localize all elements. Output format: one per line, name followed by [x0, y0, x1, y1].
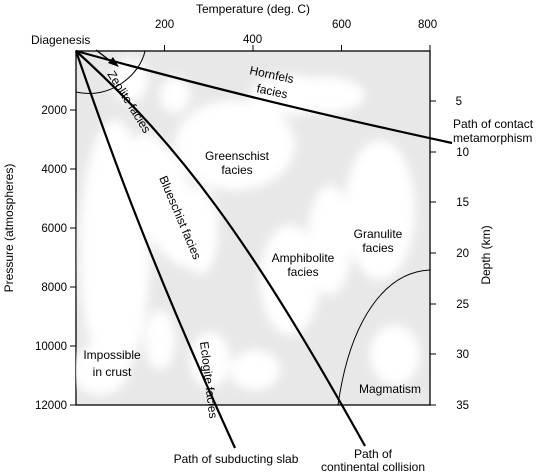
contact-metamorphism-path: [75, 49, 453, 145]
granulite-label-line2: facies: [362, 241, 393, 255]
right-tick-5: 5: [456, 96, 462, 108]
continental-path-label-line2: continental collision: [321, 460, 425, 474]
right-tick-25: 25: [456, 299, 469, 311]
right-tick-30: 30: [456, 349, 469, 361]
top-tick-400: 400: [243, 34, 262, 46]
facies-field-blobs: [76, 58, 420, 395]
contact-path-label-line1: Path of contact: [453, 117, 534, 131]
right-tick-35: 35: [456, 400, 469, 412]
diagenesis-arrowhead: [108, 57, 119, 67]
greenschist-label-line2: facies: [221, 163, 252, 177]
amphibolite-label-line2: facies: [287, 265, 318, 279]
impossible-label-line2: in crust: [93, 365, 132, 379]
top-axis: [164, 45, 431, 51]
left-tick-4000: 4000: [41, 164, 67, 176]
amphibolite-label-line1: Amphibolite: [272, 251, 335, 265]
diagenesis-arc: [75, 50, 146, 94]
top-tick-800: 800: [418, 19, 437, 31]
left-axis: [70, 109, 76, 406]
impossible-label-line1: Impossible: [83, 348, 141, 362]
right-axis: [430, 100, 436, 406]
left-tick-8000: 8000: [41, 282, 67, 294]
right-tick-15: 15: [456, 197, 469, 209]
granulite-label-line1: Granulite: [354, 227, 403, 241]
subducting-path-label: Path of subducting slab: [174, 452, 299, 466]
left-tick-2000: 2000: [41, 105, 67, 117]
greenschist-label-line1: Greenschist: [205, 149, 270, 163]
right-axis-label: Depth (km): [479, 225, 493, 284]
magmatism-boundary: [337, 269, 431, 406]
continental-collision-path: [75, 50, 366, 447]
contact-path-label-line2: metamorphism: [453, 131, 532, 145]
left-tick-12000: 12000: [35, 400, 67, 412]
magmatism-label: Magmatism: [359, 382, 421, 396]
diagenesis-label: Diagenesis: [31, 33, 90, 47]
right-tick-10: 10: [456, 147, 469, 159]
right-tick-20: 20: [456, 248, 469, 260]
hornfels-label-line2: facies: [255, 81, 289, 101]
left-tick-6000: 6000: [41, 223, 67, 235]
subducting-slab-path: [74, 50, 237, 449]
top-tick-600: 600: [332, 19, 351, 31]
left-axis-label: Pressure (atmospheres): [2, 164, 16, 293]
left-tick-10000: 10000: [35, 341, 67, 353]
continental-path-label-line1: Path of: [354, 447, 393, 461]
top-tick-200: 200: [155, 19, 174, 31]
top-axis-label: Temperature (deg. C): [196, 2, 310, 16]
